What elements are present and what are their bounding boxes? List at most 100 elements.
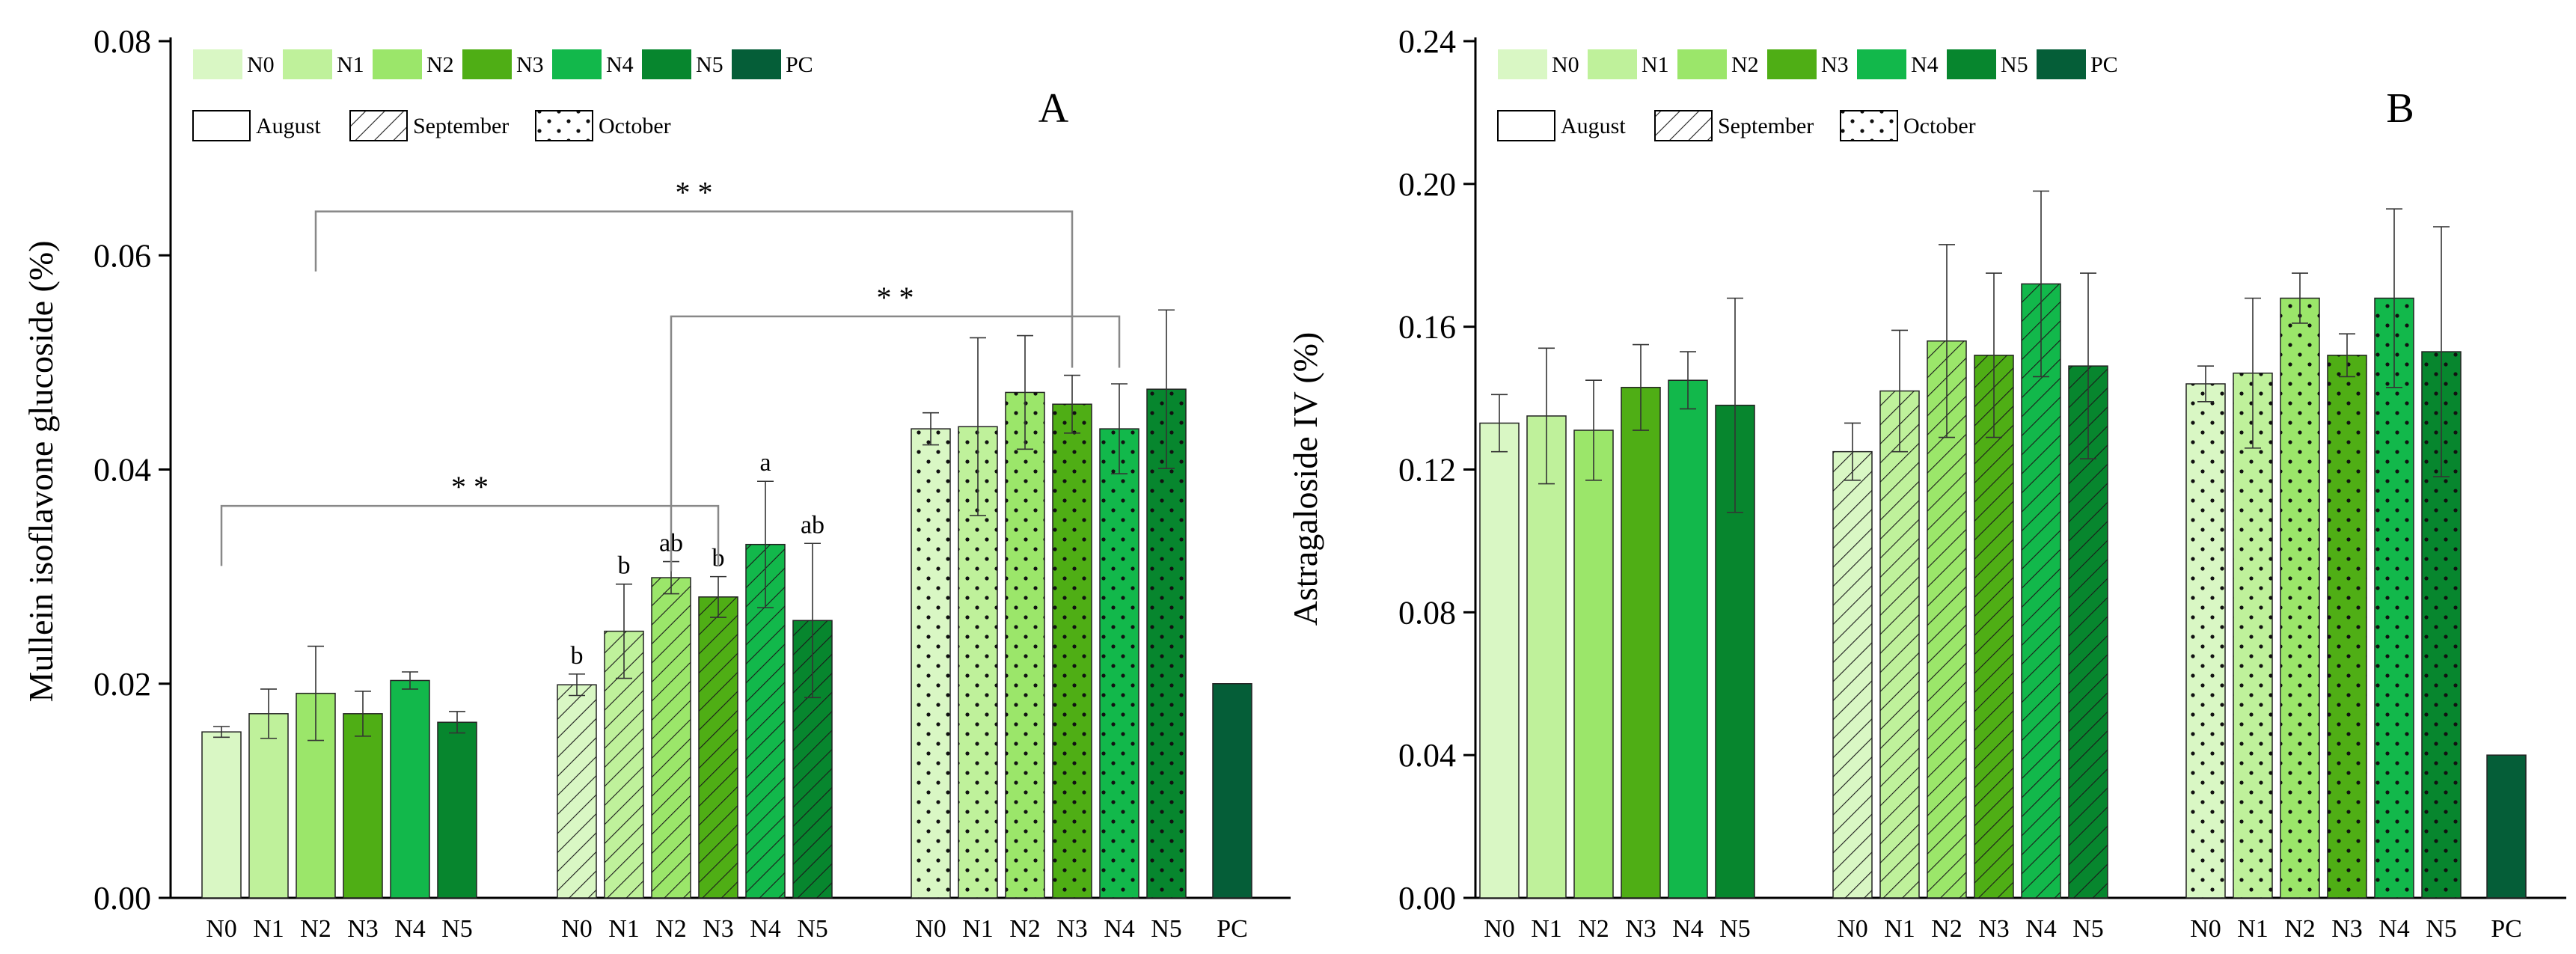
panel-b: 0.00 0.04 0.08 0.12 0.16 0.20 0.24 N0 N1 N2 N3 N4 N5… xyxy=(1398,23,2566,943)
x-tick-label: N4 xyxy=(1672,915,1704,943)
legend-swatch-n5 xyxy=(1947,49,1996,79)
x-tick-label: N4 xyxy=(2378,915,2410,943)
legend-swatch-n4 xyxy=(1857,49,1906,79)
legend-month-october: October xyxy=(1903,114,1976,138)
x-tick-label: N5 xyxy=(2072,915,2104,943)
bar-august-n4 xyxy=(1668,379,1708,899)
x-tick-label: N2 xyxy=(2284,915,2316,943)
legend-swatch-n0 xyxy=(193,49,242,79)
bar-pattern xyxy=(1006,392,1044,898)
x-tick-label: N2 xyxy=(1931,915,1962,943)
x-tick-label: N0 xyxy=(1837,915,1868,943)
y-tick-label: 0.08 xyxy=(94,23,151,60)
panel-b-label: B xyxy=(2386,85,2414,132)
significance-stars: * * xyxy=(451,470,489,504)
legend-month-september: September xyxy=(413,114,509,138)
legend-label-n4: N4 xyxy=(1911,52,1939,77)
x-tick-label: N4 xyxy=(750,915,781,943)
legend-label-n2: N2 xyxy=(426,52,454,77)
bar-pattern xyxy=(1100,429,1139,898)
x-tick-label: N3 xyxy=(703,915,734,943)
legend-swatch-n2 xyxy=(373,49,422,79)
y-tick-label: 0.12 xyxy=(1398,452,1456,489)
x-tick-label: N4 xyxy=(394,915,426,943)
legend-label-pc: PC xyxy=(786,52,813,77)
bar-august-n2 xyxy=(1573,429,1614,899)
x-tick-label: N3 xyxy=(1625,915,1656,943)
legend-month-august: August xyxy=(256,114,321,138)
bar-pattern xyxy=(911,429,950,898)
legend-pattern-fill xyxy=(1840,110,1898,141)
legend-swatch-n2 xyxy=(1677,49,1727,79)
bar-pattern xyxy=(2022,284,2061,899)
significance-bracket xyxy=(670,315,1121,572)
x-tick-label: N4 xyxy=(1104,915,1135,943)
significance-stars: * * xyxy=(676,176,713,210)
x-tick-label: N2 xyxy=(1009,915,1041,943)
legend-pattern-fill xyxy=(1654,110,1713,141)
bar-pattern xyxy=(1974,355,2013,898)
x-tick-label: N0 xyxy=(915,915,946,943)
bar-pattern xyxy=(2233,373,2272,898)
y-tick-label: 0.08 xyxy=(1398,594,1456,631)
x-tick-label: N1 xyxy=(2237,915,2268,943)
y-tick-label: 0.04 xyxy=(1398,737,1456,774)
legend-swatch-n5 xyxy=(642,49,691,79)
x-tick-label: N2 xyxy=(1578,915,1609,943)
significance-bracket xyxy=(220,504,720,566)
x-tick-label-pc: PC xyxy=(2491,915,2522,943)
bar-pattern xyxy=(557,685,596,898)
bar-august-n4 xyxy=(390,679,430,899)
bar-pattern xyxy=(1880,391,1919,898)
bar-august-n5 xyxy=(437,721,477,899)
bar-pc xyxy=(2486,754,2527,899)
significance-letter: a xyxy=(759,449,771,477)
legend-pattern-fill xyxy=(535,110,593,141)
legend-swatch-n1 xyxy=(1588,49,1637,79)
legend-label-n5: N5 xyxy=(2001,52,2028,77)
significance-bracket xyxy=(314,210,1074,368)
significance-letter: ab xyxy=(801,511,824,539)
x-tick-label-pc: PC xyxy=(1217,915,1248,943)
y-tick-label: 0.02 xyxy=(94,666,151,703)
legend-label-n1: N1 xyxy=(1642,52,1669,77)
bar-august-n3 xyxy=(343,713,383,899)
x-tick-label: N4 xyxy=(2025,915,2057,943)
panel-a-y-axis-title: Mullein isoflavone glucoside (%) xyxy=(22,240,60,702)
legend-pattern-august xyxy=(192,110,251,141)
panel-a: 0.00 0.02 0.04 0.06 0.08 N0 N1 N2 N3 N4 N5 b N0 b N1 ab… xyxy=(94,23,1291,943)
x-tick-label: N2 xyxy=(655,915,687,943)
legend-pattern-fill xyxy=(349,110,408,141)
legend-label-n2: N2 xyxy=(1731,52,1759,77)
legend-label-n3: N3 xyxy=(516,52,544,77)
y-tick-label: 0.04 xyxy=(94,452,151,489)
y-tick-label: 0.24 xyxy=(1398,23,1456,60)
x-tick-label: N3 xyxy=(1978,915,2010,943)
legend-month-september: September xyxy=(1718,114,1814,138)
legend-swatch-pc xyxy=(2037,49,2086,79)
y-tick-label: 0.06 xyxy=(94,237,151,274)
x-tick-label: N0 xyxy=(206,915,237,943)
legend-swatch-n1 xyxy=(283,49,332,79)
x-tick-label: N0 xyxy=(561,915,593,943)
x-tick-label: N1 xyxy=(253,915,284,943)
x-tick-label: N1 xyxy=(962,915,994,943)
x-tick-label: N5 xyxy=(441,915,473,943)
bar-august-n0 xyxy=(201,731,242,899)
bar-august-n1 xyxy=(248,713,289,899)
legend-swatch-n0 xyxy=(1498,49,1547,79)
legend-swatch-pc xyxy=(732,49,781,79)
y-tick-label: 0.00 xyxy=(1398,880,1456,917)
bar-pattern xyxy=(2375,298,2414,898)
legend-pattern-august xyxy=(1497,110,1555,141)
x-tick-label: N3 xyxy=(347,915,379,943)
legend-label-pc: PC xyxy=(2090,52,2118,77)
panel-a-label: A xyxy=(1038,85,1069,132)
x-tick-label: N2 xyxy=(300,915,331,943)
legend-label-n0: N0 xyxy=(247,52,275,77)
x-tick-label: N5 xyxy=(1151,915,1182,943)
bar-pattern xyxy=(2280,298,2319,898)
x-tick-label: N0 xyxy=(2190,915,2221,943)
x-tick-label: N3 xyxy=(1056,915,1088,943)
x-tick-label: N3 xyxy=(2331,915,2363,943)
